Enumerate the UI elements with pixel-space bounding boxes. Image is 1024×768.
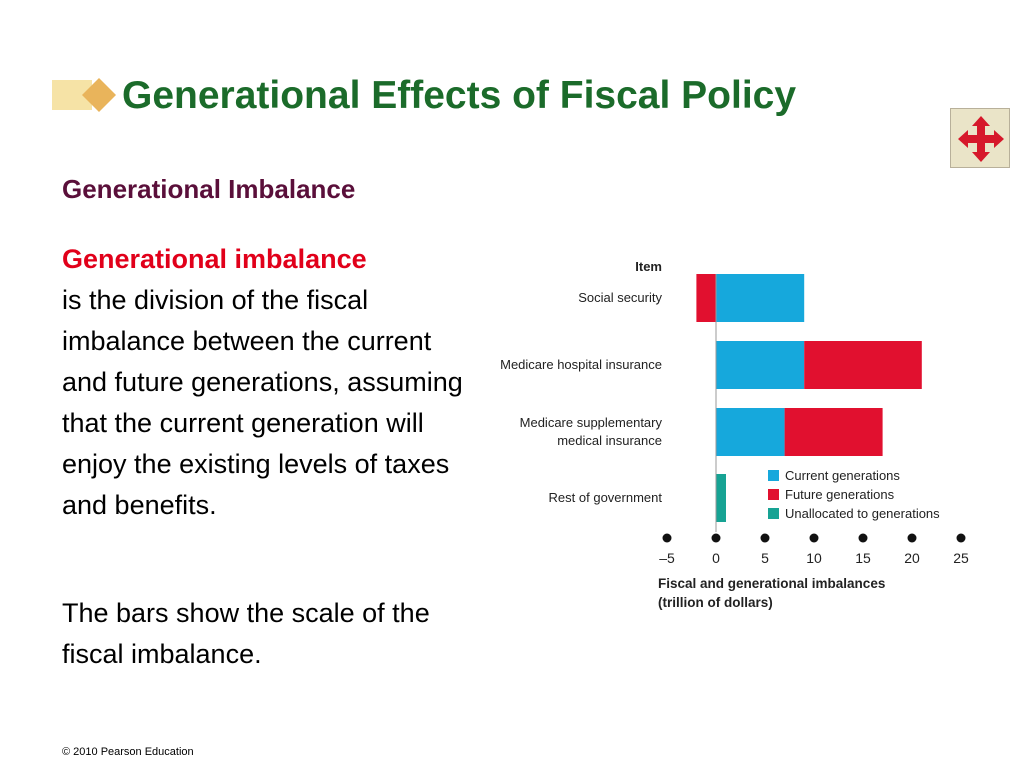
chart-note: The bars show the scale of the fiscal im…: [62, 598, 430, 669]
category-label: Medicare supplementary: [520, 415, 663, 430]
x-axis-unit: (trillion of dollars): [658, 595, 773, 610]
x-tick-label: 10: [806, 550, 822, 566]
section-subheading: Generational Imbalance: [62, 174, 356, 204]
legend-label: Current generations: [785, 468, 900, 483]
copyright-footer: © 2010 Pearson Education: [62, 746, 194, 758]
bar-unallocated-to-generations: [716, 474, 726, 522]
x-tick-mark: [662, 533, 672, 543]
imbalance-bar-chart: Item Social security Medicare hospital ins…: [500, 259, 969, 610]
x-tick-label: 25: [953, 550, 969, 566]
x-tick-mark: [858, 533, 868, 543]
title-diamond-decoration: [52, 78, 116, 112]
bar-current-generations: [716, 274, 805, 322]
legend-swatch: [768, 508, 779, 519]
chart-category-header: Item: [635, 259, 662, 274]
bar-future-generations: [696, 274, 716, 322]
category-label: Rest of government: [549, 490, 663, 505]
four-way-arrows-icon: [958, 116, 1004, 162]
x-tick-label: 20: [904, 550, 920, 566]
definition-paragraph: Generational imbalance is the division o…: [62, 239, 482, 526]
navigation-button[interactable]: [950, 108, 1010, 168]
x-tick-mark: [907, 533, 917, 543]
x-tick-label: 0: [712, 550, 720, 566]
x-tick-mark: [760, 533, 770, 543]
bar-current-generations: [716, 341, 805, 389]
x-axis-title: Fiscal and generational imbalances: [658, 576, 885, 591]
legend-swatch: [768, 489, 779, 500]
x-tick-mark: [809, 533, 819, 543]
x-tick-label: –5: [659, 550, 675, 566]
legend-label: Future generations: [785, 487, 895, 502]
definition-text: is the division of the fiscal imbalance …: [62, 285, 463, 520]
x-tick-mark: [956, 533, 966, 543]
bar-future-generations: [804, 341, 922, 389]
bar-current-generations: [716, 408, 785, 456]
x-tick-label: 5: [761, 550, 769, 566]
category-label: Medicare hospital insurance: [500, 357, 662, 372]
defined-term: Generational imbalance: [62, 244, 367, 274]
x-tick-mark: [711, 533, 721, 543]
bar-future-generations: [784, 408, 883, 456]
category-label: medical insurance: [557, 433, 662, 448]
x-tick-label: 15: [855, 550, 871, 566]
category-label: Social security: [578, 290, 662, 305]
legend-label: Unallocated to generations: [785, 506, 940, 521]
legend-swatch: [768, 470, 779, 481]
slide-title: Generational Effects of Fiscal Policy: [122, 74, 797, 117]
